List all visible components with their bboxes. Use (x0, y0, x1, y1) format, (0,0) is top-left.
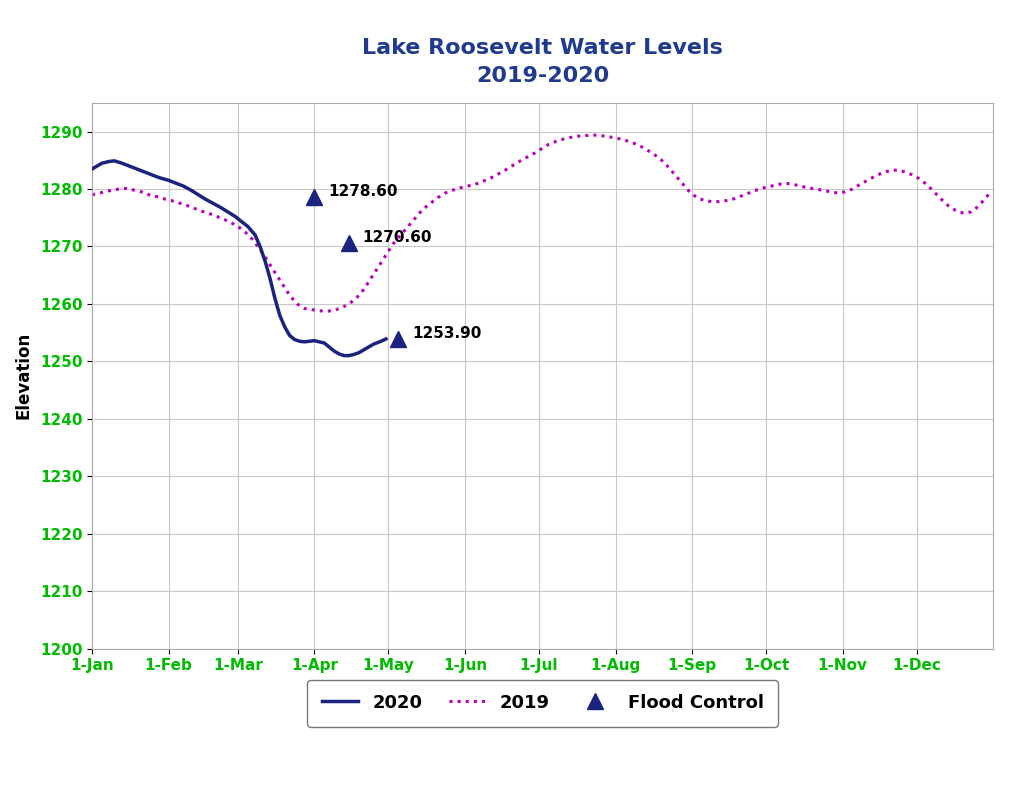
Text: 1278.60: 1278.60 (329, 184, 397, 199)
Y-axis label: Elevation: Elevation (15, 332, 33, 419)
Legend: 2020, 2019, Flood Control: 2020, 2019, Flood Control (307, 679, 778, 727)
Text: 1253.90: 1253.90 (413, 326, 481, 341)
Title: Lake Roosevelt Water Levels
2019-2020: Lake Roosevelt Water Levels 2019-2020 (362, 38, 723, 86)
Text: 1270.60: 1270.60 (362, 229, 432, 244)
